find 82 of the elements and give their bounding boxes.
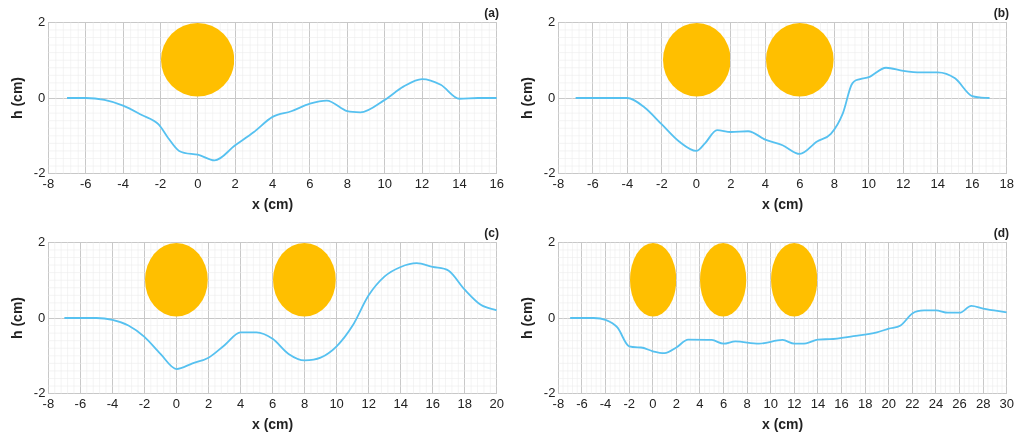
x-tick-label: 2 bbox=[204, 395, 213, 411]
x-tick-label: 14 bbox=[930, 175, 946, 191]
x-tick-label: 8 bbox=[830, 175, 838, 191]
x-tick-label: 12 bbox=[414, 175, 430, 191]
x-tick-label: 30 bbox=[999, 395, 1014, 411]
x-tick-label: 4 bbox=[268, 175, 277, 191]
x-tick-label: -6 bbox=[587, 175, 599, 191]
x-tick-label: 8 bbox=[743, 395, 751, 411]
x-tick-label: 16 bbox=[489, 175, 504, 191]
x-tick-label: 10 bbox=[377, 175, 392, 191]
x-tick-label: 18 bbox=[999, 175, 1014, 191]
line-series bbox=[63, 262, 497, 370]
x-tick-label: 4 bbox=[696, 395, 704, 411]
x-axis-title: x (cm) bbox=[251, 196, 294, 213]
y-tick-label: 2 bbox=[38, 13, 46, 29]
x-tick-label: -6 bbox=[74, 395, 87, 411]
x-tick-label: 2 bbox=[231, 175, 239, 191]
x-tick-label: 10 bbox=[763, 395, 778, 411]
y-axis-title: h (cm) bbox=[9, 77, 26, 119]
y-tick-label: 0 bbox=[548, 309, 556, 325]
x-tick-label: 4 bbox=[236, 395, 245, 411]
x-tick-label: 14 bbox=[810, 395, 826, 411]
y-tick-label: 0 bbox=[38, 89, 46, 105]
x-tick-label: 14 bbox=[452, 175, 467, 191]
x-tick-label: 12 bbox=[896, 175, 911, 191]
x-tick-label: -6 bbox=[576, 395, 588, 411]
x-axis-title: x (cm) bbox=[251, 416, 294, 433]
x-tick-label: 8 bbox=[343, 175, 351, 191]
y-axis-title: h (cm) bbox=[519, 297, 536, 339]
x-tick-label: 20 bbox=[881, 395, 896, 411]
x-tick-label: -6 bbox=[79, 175, 92, 191]
chart-title: (a) bbox=[484, 5, 499, 20]
x-tick-label: -2 bbox=[656, 175, 668, 191]
x-tick-label: 2 bbox=[672, 395, 680, 411]
x-tick-label: 16 bbox=[965, 175, 980, 191]
x-tick-label: -4 bbox=[117, 175, 129, 191]
y-tick-label: 2 bbox=[548, 13, 556, 29]
x-tick-label: -2 bbox=[154, 175, 167, 191]
x-tick-label: 18 bbox=[457, 395, 472, 411]
line-series bbox=[574, 66, 991, 155]
x-tick-label: 26 bbox=[952, 395, 967, 411]
x-tick-label: 8 bbox=[300, 395, 309, 411]
x-axis-title: x (cm) bbox=[761, 416, 804, 433]
x-tick-label: 0 bbox=[649, 395, 657, 411]
x-tick-label: 18 bbox=[857, 395, 873, 411]
x-tick-label: -2 bbox=[623, 395, 635, 411]
x-tick-label: 6 bbox=[306, 175, 314, 191]
x-tick-label: 6 bbox=[719, 395, 728, 411]
x-tick-label: -4 bbox=[621, 175, 634, 191]
x-tick-label: 4 bbox=[761, 175, 769, 191]
x-tick-label: 12 bbox=[361, 395, 376, 411]
chart-title: (b) bbox=[993, 5, 1009, 20]
x-tick-label: 2 bbox=[727, 175, 735, 191]
chart-title: (d) bbox=[993, 225, 1009, 240]
x-tick-label: 10 bbox=[329, 395, 344, 411]
y-axis-title: h (cm) bbox=[9, 297, 26, 339]
x-axis-title: x (cm) bbox=[761, 196, 804, 213]
y-tick-label: 0 bbox=[38, 309, 46, 325]
x-tick-label: -2 bbox=[138, 395, 151, 411]
line-series bbox=[569, 305, 1007, 355]
x-tick-label: 16 bbox=[834, 395, 849, 411]
y-tick-label: 0 bbox=[548, 89, 556, 105]
x-tick-label: 16 bbox=[425, 395, 440, 411]
x-tick-label: 24 bbox=[928, 395, 944, 411]
x-tick-label: 0 bbox=[194, 175, 202, 191]
x-tick-label: -4 bbox=[106, 395, 119, 411]
x-tick-label: -4 bbox=[599, 395, 612, 411]
x-tick-label: 20 bbox=[489, 395, 504, 411]
y-axis-title: h (cm) bbox=[519, 77, 536, 119]
x-tick-label: 28 bbox=[975, 395, 991, 411]
x-tick-label: 0 bbox=[692, 175, 700, 191]
x-tick-label: 6 bbox=[268, 395, 277, 411]
y-tick-label: 2 bbox=[38, 233, 46, 249]
line-series bbox=[66, 78, 497, 162]
chart-title: (c) bbox=[484, 225, 499, 240]
y-tick-label: 2 bbox=[548, 233, 556, 249]
x-tick-label: 22 bbox=[905, 395, 920, 411]
x-tick-label: 14 bbox=[393, 395, 408, 411]
x-tick-label: 12 bbox=[787, 395, 802, 411]
x-tick-label: 6 bbox=[796, 175, 804, 191]
x-tick-label: 0 bbox=[172, 395, 181, 411]
x-tick-label: 10 bbox=[861, 175, 877, 191]
